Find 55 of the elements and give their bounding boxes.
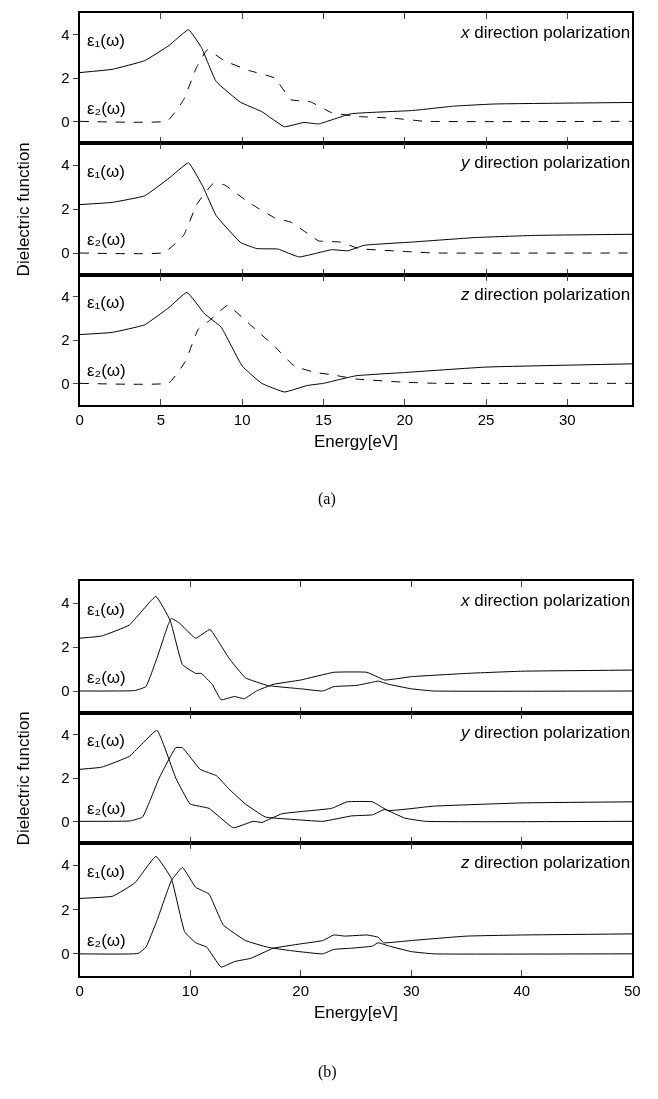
y-tick-label: 2 [61,200,70,218]
series-label: ε₂(ω) [87,668,126,687]
y-tick-label: 2 [61,900,70,918]
annotation: z direction polarization [460,285,631,304]
y-tick-label: 0 [61,244,70,262]
y-tick-label: 0 [61,945,70,963]
y-tick-label: 2 [61,769,70,787]
series-label: ε₂(ω) [87,931,126,950]
annotation: x direction polarization [460,23,631,42]
x-tick-label: 50 [623,982,641,999]
text: (a) [318,490,336,508]
y-tick-label: 4 [61,25,70,43]
y-tick-label: 2 [61,69,70,87]
series-label: ε₂(ω) [87,361,126,380]
y-tick-label: 4 [61,594,70,612]
y-tick-label: 4 [61,156,70,174]
series-label: ε₁(ω) [87,293,125,312]
series-label: ε₂(ω) [87,99,126,118]
annotation: z direction polarization [460,853,631,872]
y-tick-label: 2 [61,638,70,656]
y-tick-label: 0 [61,682,70,700]
y-axis-title: Dielectric function [14,711,34,846]
series-label: ε₁(ω) [87,600,125,619]
x-axis-title: Energy[eV] [313,431,399,451]
y-tick-label: 0 [61,812,70,830]
x-tick-label: 0 [75,411,84,428]
y-tick-label: 0 [61,112,70,130]
x-tick-label: 10 [181,982,199,999]
x-axis-title: Energy[eV] [313,1002,399,1022]
annotation: y direction polarization [460,153,631,172]
y-tick-label: 2 [61,331,70,349]
y-tick-label: 0 [61,374,70,392]
annotation: y direction polarization [460,723,631,742]
text: (b) [318,1063,337,1081]
series-label: ε₁(ω) [87,31,125,50]
y-axis-title: Dielectric function [14,142,34,277]
series-label: ε₂(ω) [87,799,126,818]
x-tick-label: 30 [402,982,420,999]
x-tick-label: 20 [292,982,310,999]
annotation: x direction polarization [460,591,631,610]
series-label: ε₁(ω) [87,731,125,750]
x-tick-label: 0 [75,982,84,999]
x-tick-label: 5 [156,411,166,428]
x-tick-label: 15 [315,411,332,428]
x-tick-label: 20 [396,411,414,428]
y-tick-label: 4 [61,856,70,874]
x-tick-label: 10 [233,411,251,428]
y-tick-label: 4 [61,287,70,305]
x-tick-label: 30 [558,411,576,428]
series-label: ε₂(ω) [87,230,126,249]
x-tick-label: 25 [477,411,495,428]
series-label: ε₁(ω) [87,862,125,881]
x-tick-label: 40 [513,982,531,999]
series-label: ε₁(ω) [87,162,125,181]
y-tick-label: 4 [61,725,70,743]
